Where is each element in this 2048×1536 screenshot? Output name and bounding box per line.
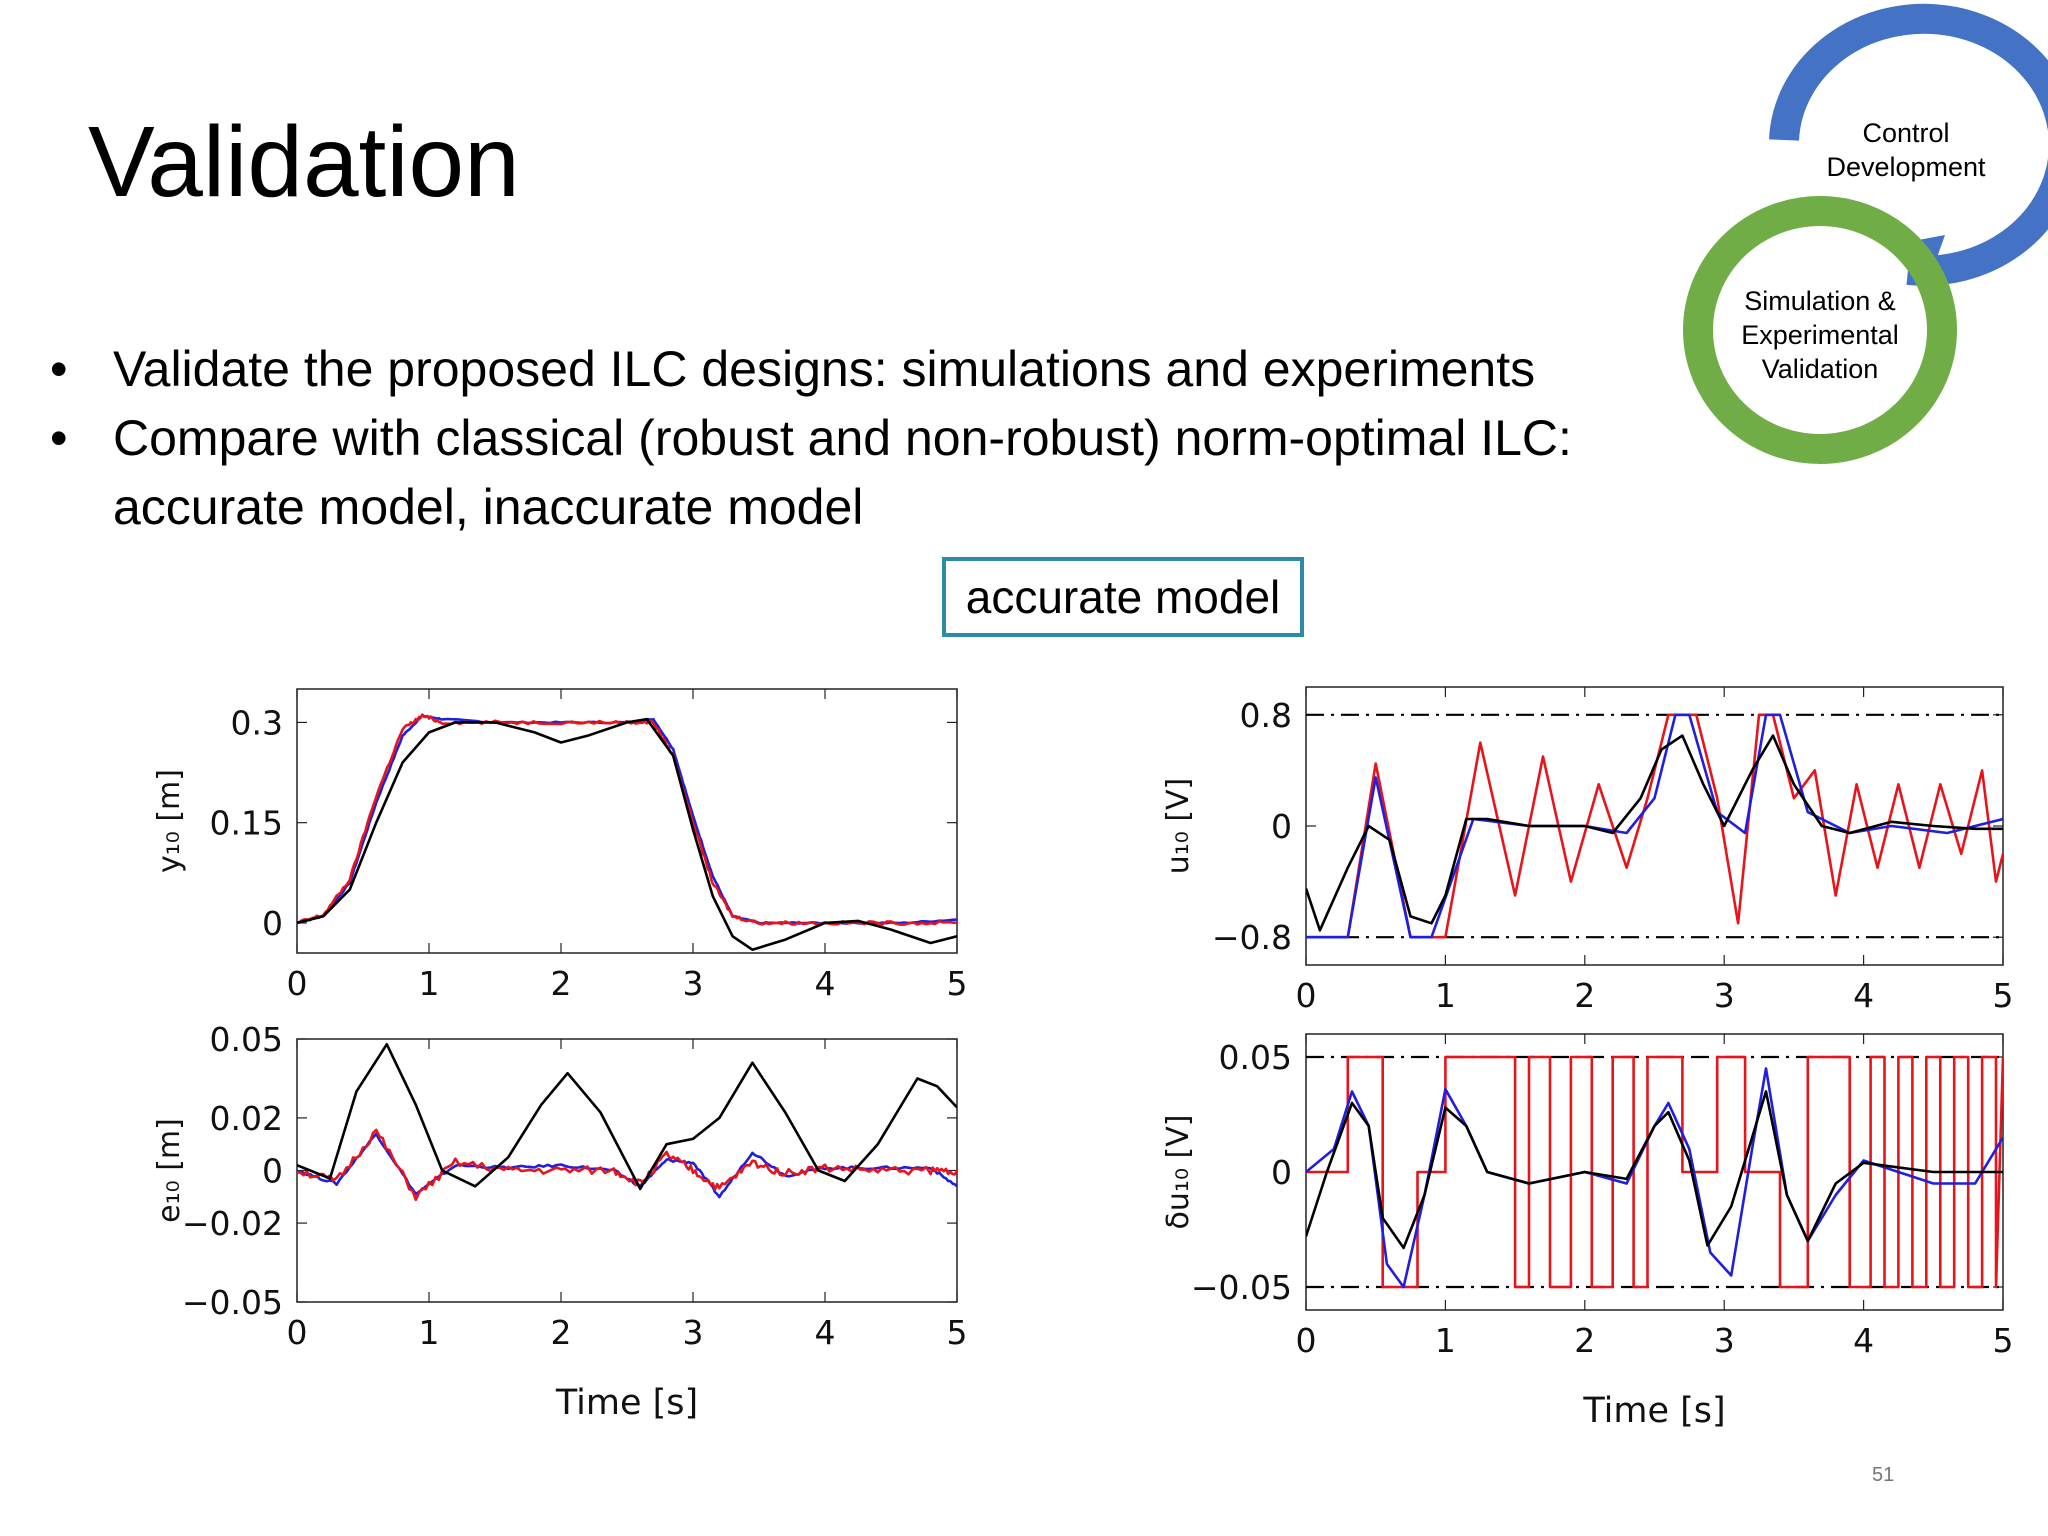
plot-frame <box>296 688 958 954</box>
y-tick-label: 0.02 <box>210 1099 283 1138</box>
x-tick-label: 5 <box>1993 1321 2014 1360</box>
y-tick-label: 0.05 <box>1219 1038 1292 1077</box>
y-axis-label: e₁₀ [m] <box>152 1118 187 1223</box>
series-line-red <box>297 1128 957 1202</box>
x-tick-label: 2 <box>551 964 572 1003</box>
bullet-item: • Compare with classical (robust and non… <box>50 404 1670 542</box>
x-tick-label: 2 <box>1574 976 1595 1015</box>
cycle-arrows-icon <box>1683 3 2048 464</box>
y-tick-label: 0 <box>262 904 283 943</box>
y-tick-label: 0.15 <box>210 804 283 843</box>
y-tick-label: −0.02 <box>182 1204 283 1243</box>
y-tick-label: 0.05 <box>210 1020 283 1059</box>
bullet-dot-icon: • <box>50 410 68 466</box>
x-tick-label: 0 <box>287 1313 308 1352</box>
cycle-label-simulation-validation: Simulation & Experimental Validation <box>1741 286 1899 384</box>
series-line-black <box>297 717 957 951</box>
x-axis-label: Time [s] <box>1582 1391 1725 1431</box>
series-line-black <box>1306 1090 2003 1250</box>
series-line-blue <box>1306 713 2003 939</box>
series-line-black <box>1306 734 2003 932</box>
bullet-item: • Validate the proposed ILC designs: sim… <box>50 335 1670 404</box>
x-tick-label: 3 <box>1714 976 1735 1015</box>
x-tick-label: 1 <box>419 964 440 1003</box>
x-tick-label: 1 <box>1435 1321 1456 1360</box>
y-axis-label: δu₁₀ [V] <box>1161 1115 1196 1230</box>
x-tick-label: 4 <box>815 964 836 1003</box>
x-tick-label: 4 <box>1853 1321 1874 1360</box>
process-cycle-diagram: Control Development Simulation & Experim… <box>1670 0 2048 480</box>
series-line-red <box>1306 713 2003 939</box>
y-tick-label: 0 <box>1271 807 1292 846</box>
x-tick-label: 3 <box>683 1313 704 1352</box>
bullet-text: Validate the proposed ILC designs: simul… <box>113 341 1536 397</box>
x-tick-label: 5 <box>947 1313 968 1352</box>
series-line-red <box>297 713 957 926</box>
x-tick-label: 4 <box>1853 976 1874 1015</box>
cycle-label-control-development: Control Development <box>1826 118 1986 182</box>
x-tick-label: 5 <box>947 964 968 1003</box>
y-tick-label: 0 <box>262 1152 283 1191</box>
y-axis-label: u₁₀ [V] <box>1161 778 1196 875</box>
x-tick-label: 0 <box>1296 976 1317 1015</box>
bullet-dot-icon: • <box>50 341 68 397</box>
x-tick-label: 2 <box>551 1313 572 1352</box>
x-tick-label: 3 <box>683 964 704 1003</box>
x-tick-label: 0 <box>1296 1321 1317 1360</box>
x-tick-label: 3 <box>1714 1321 1735 1360</box>
bullet-list: • Validate the proposed ILC designs: sim… <box>50 335 1670 542</box>
x-tick-label: 1 <box>1435 976 1456 1015</box>
x-tick-label: 1 <box>419 1313 440 1352</box>
y-tick-label: 0.8 <box>1240 696 1292 735</box>
x-axis-label: Time [s] <box>555 1383 698 1423</box>
y-tick-label: −0.05 <box>182 1283 283 1322</box>
accurate-model-badge: accurate model <box>942 557 1304 637</box>
slide-title: Validation <box>88 106 520 218</box>
y-tick-label: −0.8 <box>1212 918 1292 957</box>
page-number: 51 <box>1872 1464 1895 1486</box>
x-tick-label: 0 <box>287 964 308 1003</box>
x-tick-label: 5 <box>1993 976 2014 1015</box>
y-tick-label: 0.3 <box>231 703 283 742</box>
y-tick-label: 0 <box>1271 1153 1292 1192</box>
y-axis-label: y₁₀ [m] <box>152 769 187 873</box>
bullet-text: Compare with classical (robust and non-r… <box>113 410 1572 535</box>
x-tick-label: 2 <box>1574 1321 1595 1360</box>
series-line-black <box>297 1043 957 1191</box>
y-tick-label: −0.05 <box>1191 1268 1292 1307</box>
x-tick-label: 4 <box>815 1313 836 1352</box>
